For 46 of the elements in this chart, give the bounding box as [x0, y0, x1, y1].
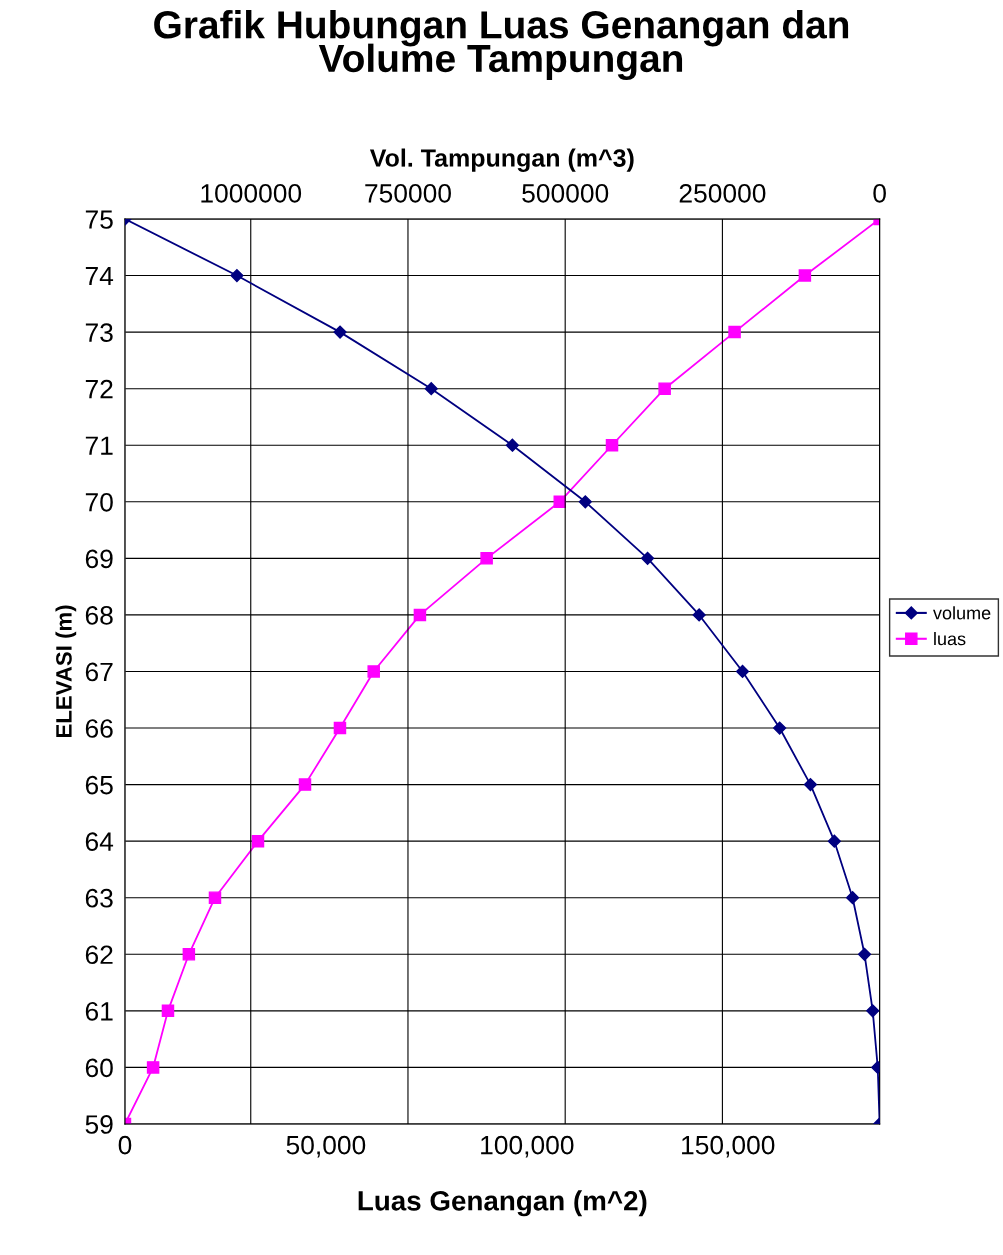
x-tick-label: 100,000 — [481, 1135, 574, 1158]
point — [333, 325, 347, 339]
point — [640, 551, 655, 565]
legend-label: volume — [933, 606, 991, 620]
y-tick-label: 73 — [85, 323, 113, 342]
y-tick-label: 62 — [85, 945, 113, 965]
point — [857, 947, 872, 961]
y-tick-label: 60 — [85, 1058, 113, 1078]
y-tick-label: 67 — [85, 662, 113, 682]
y-tick-label: 63 — [85, 888, 113, 908]
y-tick-label: 72 — [85, 379, 113, 399]
x2-tick-label: 250000 — [679, 183, 766, 203]
y-axis-title: ELEVASI (m) — [55, 605, 77, 738]
x-axis-title: Luas Genangan (m^2) — [358, 1190, 647, 1217]
chart-title: Grafik Hubungan Luas Genangan dan Volume Tampungan — [154, 10, 849, 81]
y-tick-label: 69 — [85, 549, 113, 569]
point — [578, 495, 592, 509]
y-tick-label: 65 — [85, 775, 113, 795]
x2-tick-label: 500000 — [522, 183, 609, 203]
y-tick-label: 68 — [85, 606, 113, 625]
y-tick-label: 64 — [85, 832, 114, 851]
x2-tick-label: 750000 — [365, 183, 451, 203]
point — [846, 891, 860, 905]
y-tick-label: 66 — [85, 719, 113, 738]
y-tick-label: 71 — [85, 436, 113, 455]
y-tick-label: 75 — [85, 210, 113, 229]
x-tick-label: 150,000 — [682, 1135, 775, 1158]
point — [505, 438, 519, 452]
point — [735, 664, 750, 679]
point — [827, 834, 841, 848]
x2-tick-label: 0 — [873, 183, 886, 203]
point — [230, 268, 244, 283]
point — [424, 382, 438, 396]
point — [773, 721, 787, 735]
y-tick-label: 70 — [85, 492, 113, 512]
x-tick-label: 0 — [118, 1135, 132, 1155]
point — [866, 1004, 880, 1018]
x2-axis-title: Vol. Tampungan (m^3) — [369, 148, 634, 172]
point — [692, 608, 706, 622]
point — [803, 778, 818, 792]
x2-tick-label: 1000000 — [201, 183, 302, 203]
x-tick-label: 50,000 — [286, 1135, 366, 1158]
y-tick-label: 61 — [85, 1001, 113, 1021]
y-tick-label: 59 — [85, 1115, 113, 1134]
y-tick-label: 74 — [85, 266, 114, 286]
legend-label: luas — [934, 632, 966, 646]
